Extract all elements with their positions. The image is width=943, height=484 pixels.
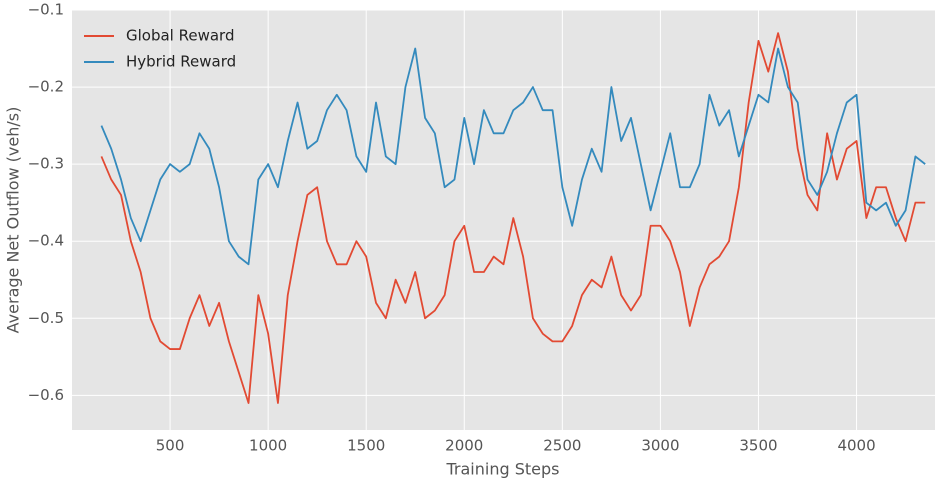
- x-tick-label: 500: [156, 437, 185, 455]
- legend: Global Reward Hybrid Reward: [84, 27, 236, 71]
- y-tick-label: −0.4: [28, 232, 64, 250]
- y-axis-title: Average Net Outflow (veh/s): [4, 107, 23, 334]
- y-tick-label: −0.6: [28, 386, 64, 404]
- legend-label: Hybrid Reward: [126, 53, 236, 71]
- x-axis-title: Training Steps: [446, 460, 560, 479]
- legend-label: Global Reward: [126, 27, 234, 45]
- x-tick-label: 1000: [249, 437, 287, 455]
- y-tick-label: −0.2: [28, 78, 64, 96]
- x-tick-label: 4000: [837, 437, 875, 455]
- data-line: [100, 32, 926, 404]
- y-tick-label: −0.3: [28, 155, 64, 173]
- x-tick-label: 2000: [445, 437, 483, 455]
- x-tick-label: 1500: [347, 437, 385, 455]
- x-tick-label: 2500: [543, 437, 581, 455]
- x-tick-label: 3500: [739, 437, 777, 455]
- y-tick-label: −0.1: [28, 1, 64, 19]
- y-tick-label: −0.5: [28, 309, 64, 327]
- plot-area: [72, 10, 935, 430]
- x-tick-label: 3000: [641, 437, 679, 455]
- data-line: [100, 47, 926, 266]
